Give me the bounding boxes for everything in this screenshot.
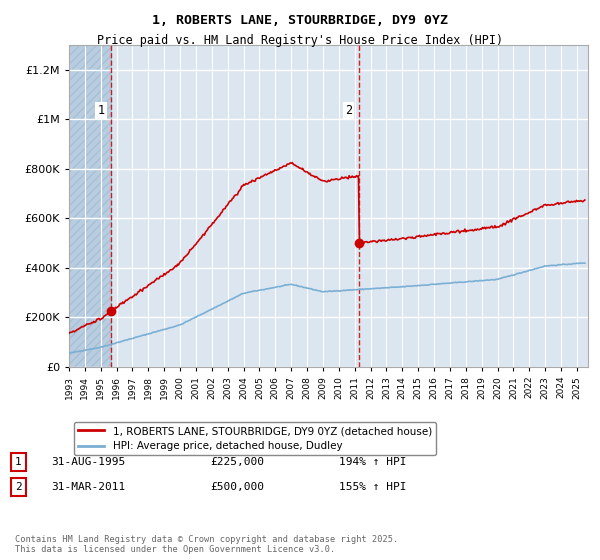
Text: 1: 1 bbox=[15, 457, 22, 467]
Bar bbox=[69, 45, 112, 367]
Legend: 1, ROBERTS LANE, STOURBRIDGE, DY9 0YZ (detached house), HPI: Average price, deta: 1, ROBERTS LANE, STOURBRIDGE, DY9 0YZ (d… bbox=[74, 422, 436, 455]
Text: 1: 1 bbox=[98, 104, 104, 117]
Text: 2: 2 bbox=[345, 104, 352, 117]
Text: 31-MAR-2011: 31-MAR-2011 bbox=[51, 482, 125, 492]
Text: 31-AUG-1995: 31-AUG-1995 bbox=[51, 457, 125, 467]
Text: 194% ↑ HPI: 194% ↑ HPI bbox=[339, 457, 407, 467]
Text: 155% ↑ HPI: 155% ↑ HPI bbox=[339, 482, 407, 492]
Text: £225,000: £225,000 bbox=[210, 457, 264, 467]
Text: 1, ROBERTS LANE, STOURBRIDGE, DY9 0YZ: 1, ROBERTS LANE, STOURBRIDGE, DY9 0YZ bbox=[152, 14, 448, 27]
Text: 2: 2 bbox=[15, 482, 22, 492]
Text: £500,000: £500,000 bbox=[210, 482, 264, 492]
Text: Price paid vs. HM Land Registry's House Price Index (HPI): Price paid vs. HM Land Registry's House … bbox=[97, 34, 503, 46]
Text: Contains HM Land Registry data © Crown copyright and database right 2025.
This d: Contains HM Land Registry data © Crown c… bbox=[15, 535, 398, 554]
